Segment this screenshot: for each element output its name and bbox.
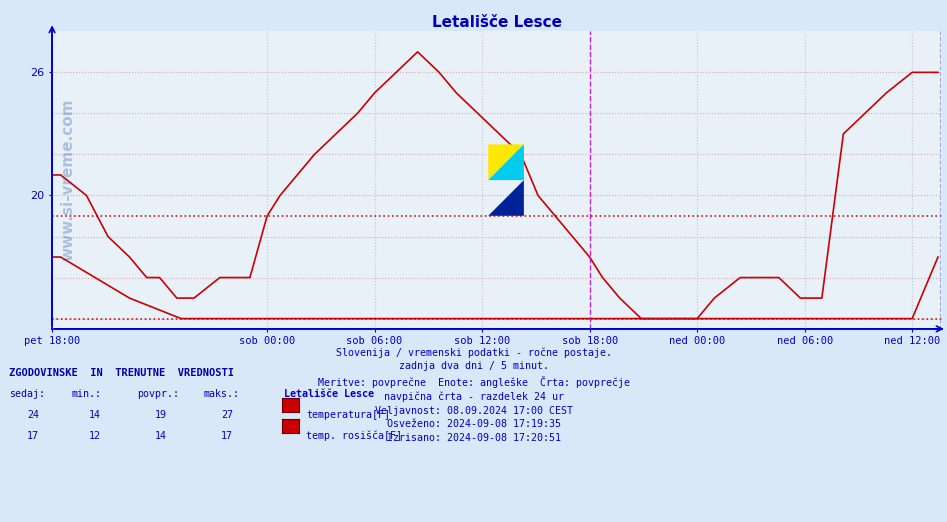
Text: 27: 27 xyxy=(222,410,233,420)
Polygon shape xyxy=(489,145,524,180)
Text: maks.:: maks.: xyxy=(204,389,240,399)
Text: Slovenija / vremenski podatki - ročne postaje.
zadnja dva dni / 5 minut.
Meritve: Slovenija / vremenski podatki - ročne po… xyxy=(317,347,630,443)
Text: 17: 17 xyxy=(27,431,39,441)
Text: Letališče Lesce: Letališče Lesce xyxy=(284,389,374,399)
Text: ZGODOVINSKE  IN  TRENUTNE  VREDNOSTI: ZGODOVINSKE IN TRENUTNE VREDNOSTI xyxy=(9,368,235,378)
Text: 14: 14 xyxy=(89,410,100,420)
Text: 17: 17 xyxy=(222,431,233,441)
Text: 12: 12 xyxy=(89,431,100,441)
Text: www.si-vreme.com: www.si-vreme.com xyxy=(61,99,76,262)
Text: sedaj:: sedaj: xyxy=(9,389,45,399)
Text: 24: 24 xyxy=(27,410,39,420)
Text: 14: 14 xyxy=(155,431,167,441)
Polygon shape xyxy=(489,145,524,180)
Text: temp. rosišča[F]: temp. rosišča[F] xyxy=(306,431,402,441)
Title: Letališče Lesce: Letališče Lesce xyxy=(432,15,563,30)
Text: 19: 19 xyxy=(155,410,167,420)
Polygon shape xyxy=(489,180,524,216)
Text: povpr.:: povpr.: xyxy=(137,389,179,399)
Text: temperatura[F]: temperatura[F] xyxy=(306,410,390,420)
Text: min.:: min.: xyxy=(71,389,101,399)
